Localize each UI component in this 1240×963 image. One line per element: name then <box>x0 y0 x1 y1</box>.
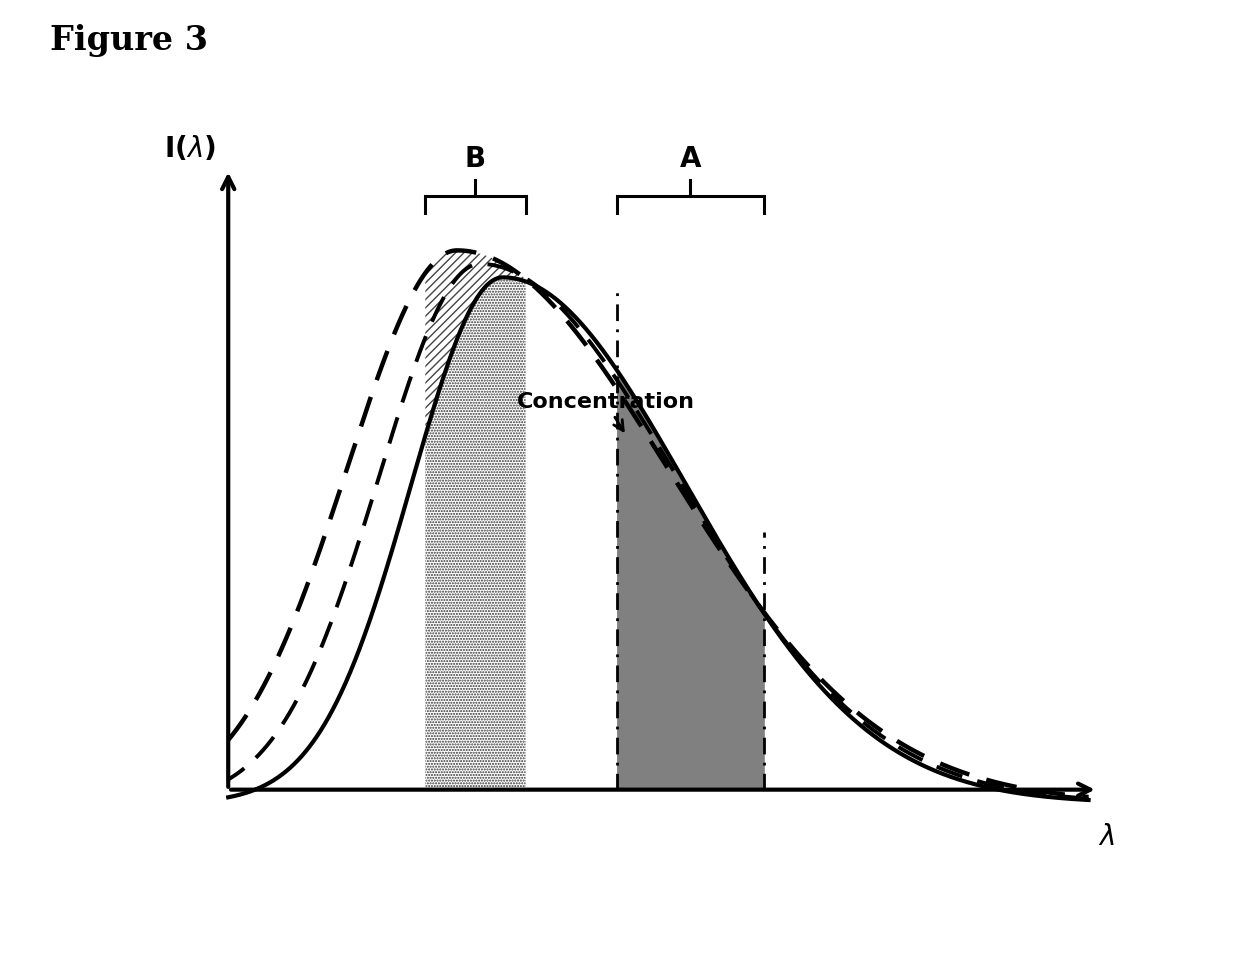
Text: Concentration: Concentration <box>517 392 694 430</box>
Text: B: B <box>465 144 486 173</box>
Text: Figure 3: Figure 3 <box>50 24 207 57</box>
Text: $\lambda$: $\lambda$ <box>1099 823 1115 851</box>
Text: A: A <box>680 144 701 173</box>
Text: I($\lambda$): I($\lambda$) <box>164 134 216 163</box>
